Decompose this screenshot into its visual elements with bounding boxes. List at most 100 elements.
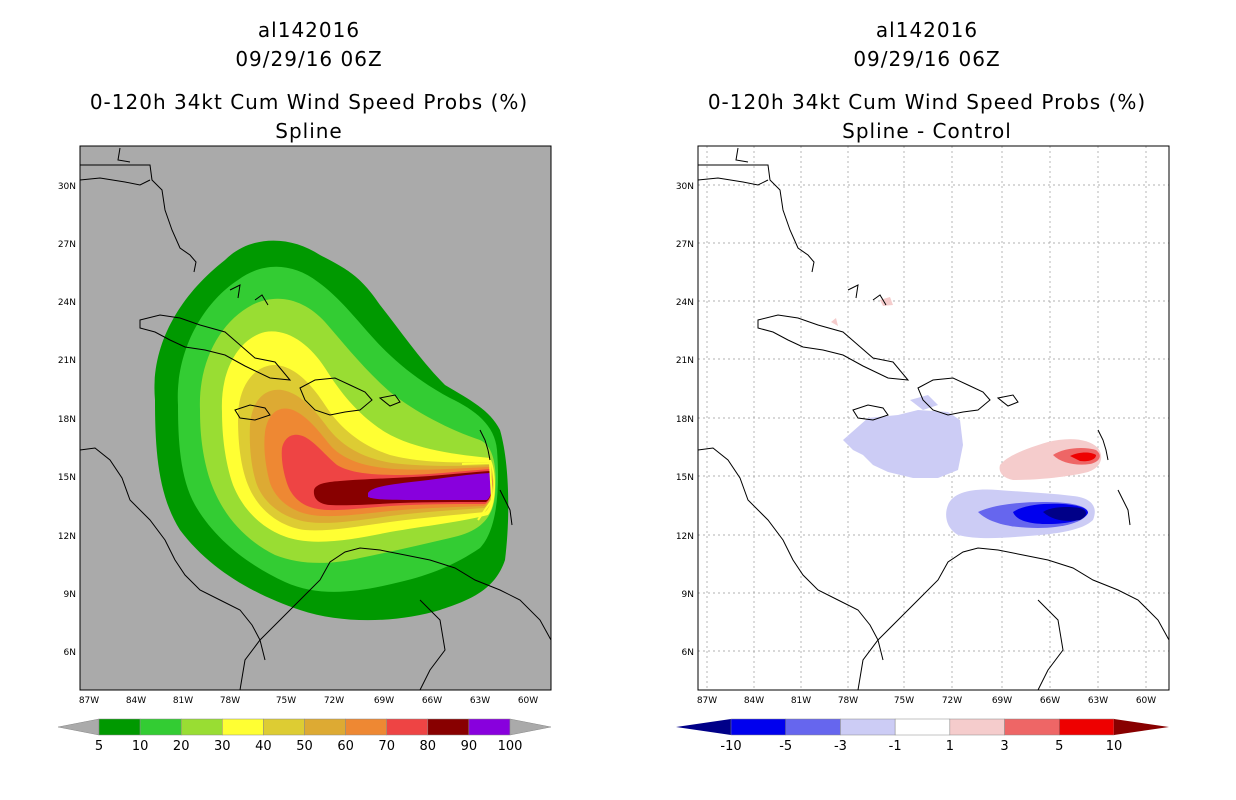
product-title: 0-120h 34kt Cum Wind Speed Probs (%): [707, 90, 1147, 114]
left-map-svg: 30N 27N 24N 21N 18N 15N 12N 9N 6N 87W 84…: [57, 145, 552, 754]
colorbar-swatch: [468, 718, 511, 736]
colorbar-swatch: [785, 718, 841, 736]
lat-tick-labels: 30N 27N 24N 21N 18N 15N 12N 9N 6N: [58, 182, 76, 658]
colorbar-label: 70: [378, 739, 395, 754]
colorbar-label: 40: [255, 739, 272, 754]
lat-label: 21N: [676, 356, 694, 366]
lat-label: 21N: [58, 356, 76, 366]
colorbar-label: 3: [1000, 739, 1008, 754]
colorbar-label: 30: [214, 739, 231, 754]
colorbar-label: 5: [95, 739, 103, 754]
lat-tick-labels: 30N 27N 24N 21N 18N 15N 12N 9N 6N: [676, 182, 694, 658]
coastlines: [698, 147, 1169, 690]
lon-label: 69W: [374, 696, 394, 706]
lat-label: 24N: [58, 298, 76, 308]
pos-light-small-2: [831, 318, 838, 326]
probability-field: [154, 240, 509, 621]
right-map-svg: 30N 27N 24N 21N 18N 15N 12N 9N 6N 87W 84…: [676, 145, 1170, 754]
difference-field: [831, 297, 1102, 539]
colorbar-swatch: [949, 718, 1005, 736]
lon-label: 75W: [276, 696, 296, 706]
colorbar-swatch: [222, 718, 264, 736]
colorbar-label: -3: [834, 739, 847, 754]
lon-label: 87W: [79, 696, 99, 706]
lon-label: 66W: [1040, 696, 1060, 706]
colorbar-label: 90: [461, 739, 478, 754]
lon-label: 81W: [791, 696, 811, 706]
lon-label: 84W: [744, 696, 764, 706]
lat-label: 27N: [58, 240, 76, 250]
lat-label: 12N: [676, 532, 694, 542]
colorbar-swatch: [263, 718, 305, 736]
neg-light-west: [843, 410, 963, 478]
lat-label: 15N: [58, 473, 76, 483]
lat-label: 24N: [676, 298, 694, 308]
colorbar-swatch: [427, 718, 470, 736]
lat-label: 15N: [676, 473, 694, 483]
lon-label: 72W: [324, 696, 344, 706]
lon-label: 60W: [518, 696, 538, 706]
contour-edge: [461, 461, 494, 521]
colorbar-label: -10: [720, 739, 741, 754]
lon-label: 78W: [220, 696, 240, 706]
lon-label: 75W: [894, 696, 914, 706]
colorbar-swatch: [180, 718, 223, 736]
lon-label: 60W: [1136, 696, 1156, 706]
lon-label: 84W: [126, 696, 146, 706]
lat-label: 12N: [58, 532, 76, 542]
colorbar-swatch: [1059, 718, 1115, 736]
method-title: Spline - Control: [842, 119, 1012, 143]
lat-label: 27N: [676, 240, 694, 250]
lat-label: 9N: [682, 590, 694, 600]
colorbar-label: 10: [132, 739, 149, 754]
right-panel: al142016 09/29/16 06Z 0-120h 34kt Cum Wi…: [618, 0, 1236, 800]
lon-label: 72W: [942, 696, 962, 706]
method-title: Spline: [275, 119, 343, 143]
right-colorbar: -10 -5 -3 -1 1 3 5 10: [676, 718, 1169, 754]
product-title: 0-120h 34kt Cum Wind Speed Probs (%): [89, 90, 529, 114]
lon-tick-labels: 87W 84W 81W 78W 75W 72W 69W 66W 63W 60W: [79, 696, 538, 706]
colorbar-swatch: [840, 718, 896, 736]
lon-label: 63W: [470, 696, 490, 706]
lat-label: 30N: [676, 182, 694, 192]
coastlines: [80, 147, 551, 690]
neg-light-patch: [910, 395, 938, 410]
colorbar-swatch: [1004, 718, 1060, 736]
lon-label: 66W: [422, 696, 442, 706]
lon-label: 63W: [1088, 696, 1108, 706]
map-frame: [697, 145, 1170, 691]
storm-id-title: al142016: [257, 18, 361, 42]
colorbar-swatch: [304, 718, 346, 736]
colorbar-swatch: [139, 718, 182, 736]
colorbar-label: 80: [420, 739, 437, 754]
colorbar-swatch: [98, 718, 141, 736]
lat-label: 18N: [676, 415, 694, 425]
pos-strong: [1070, 452, 1096, 462]
neg-extreme: [1043, 507, 1086, 521]
colorbar-label: 20: [173, 739, 190, 754]
lat-label: 6N: [64, 648, 76, 658]
colorbar-label: -1: [889, 739, 902, 754]
colorbar-label: -5: [779, 739, 792, 754]
colorbar-under-arrow: [676, 719, 731, 735]
lat-label: 30N: [58, 182, 76, 192]
colorbar-swatch: [894, 718, 951, 736]
lon-label: 81W: [173, 696, 193, 706]
lon-tick-labels: 87W 84W 81W 78W 75W 72W 69W 66W 63W 60W: [697, 696, 1156, 706]
datetime-title: 09/29/16 06Z: [853, 47, 1001, 71]
lon-label: 87W: [697, 696, 717, 706]
colorbar-label: 60: [337, 739, 354, 754]
colorbar-label: 1: [946, 739, 954, 754]
colorbar-label: 10: [1106, 739, 1123, 754]
storm-id-title: al142016: [875, 18, 979, 42]
lat-label: 6N: [682, 648, 694, 658]
colorbar-over-arrow: [509, 718, 552, 736]
colorbar-swatch: [345, 718, 387, 736]
left-panel: al142016 09/29/16 06Z 0-120h 34kt Cum Wi…: [57, 18, 552, 754]
colorbar-swatch: [386, 718, 429, 736]
lat-label: 18N: [58, 415, 76, 425]
map-frame: [79, 145, 552, 691]
colorbar-under-arrow: [57, 718, 100, 736]
lon-label: 69W: [992, 696, 1012, 706]
colorbar-label: 50: [296, 739, 313, 754]
